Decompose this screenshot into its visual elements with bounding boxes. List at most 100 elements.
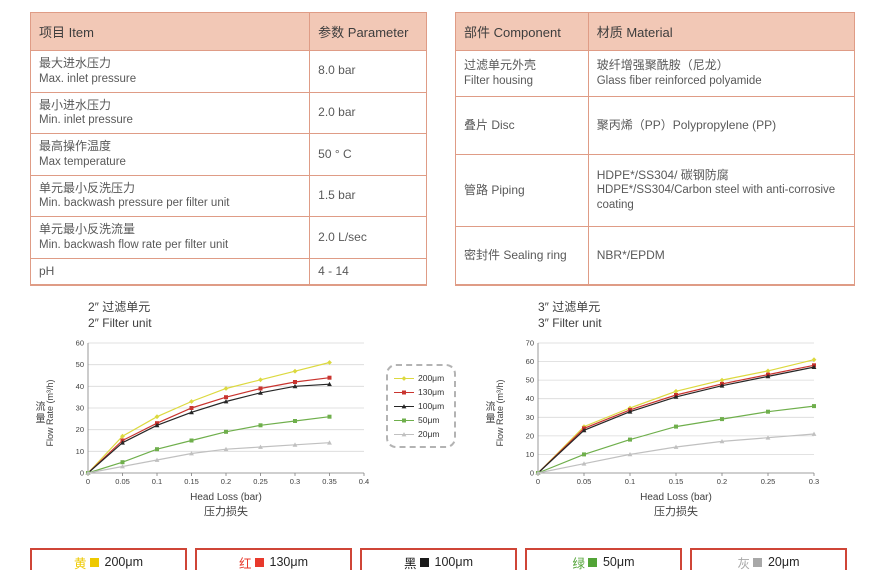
svg-text:50: 50	[526, 376, 534, 385]
svg-text:20: 20	[76, 426, 84, 435]
color-name-cn: 红	[239, 556, 252, 570]
color-swatch-icon	[254, 557, 264, 567]
material-line-2: HDPE*/SS304/Carbon steel with anti-corro…	[596, 184, 836, 212]
item-label-en: Max. inlet pressure	[39, 72, 137, 85]
component-label-cn: 密封件 Sealing ring	[464, 247, 567, 262]
legend-line-1: 黑 100μm	[362, 553, 515, 570]
item-cell: pH	[29, 257, 311, 286]
x-axis-label: Head Loss (bar) 压力损失	[88, 491, 364, 519]
item-label-cn: 单元最小反洗压力	[39, 180, 136, 195]
table-row: 管路 Piping HDPE*/SS304/ 碳钢防腐 HDPE*/SS304/…	[455, 153, 856, 227]
micron-size: 20μm	[767, 555, 800, 570]
item-parameter-table: 项目 Item 参数 Parameter 最大进水压力 Max. inlet p…	[29, 12, 427, 287]
item-label-en: Min. backwash pressure per filter unit	[39, 197, 230, 210]
micron-size: 200μm	[104, 555, 143, 570]
legend-marker-icon	[394, 431, 414, 437]
parameter-cell: 4 - 14	[309, 257, 427, 286]
legend-item: 200μm	[393, 373, 449, 383]
col-header-parameter: 参数 Parameter	[309, 12, 427, 51]
chart-title: 2″ 过滤单元 2″ Filter unit	[88, 300, 374, 331]
component-cell: 过滤单元外壳 Filter housing	[455, 50, 589, 97]
component-label-cn: 叠片 Disc	[464, 117, 515, 132]
item-label-cn: 最小进水压力	[39, 97, 112, 112]
item-cell: 最大进水压力 Max. inlet pressure	[29, 50, 311, 93]
svg-text:40: 40	[526, 395, 534, 404]
color-name-cn: 灰	[737, 556, 750, 570]
svg-text:0.2: 0.2	[717, 477, 727, 486]
color-swatch-icon	[752, 557, 762, 567]
color-swatch-icon	[587, 557, 597, 567]
micron-size: 130μm	[269, 555, 308, 570]
parameter-cell: 50 ° C	[309, 133, 427, 176]
flow-rate-chart-3inch: 0 10 20 30 40 50 60 70 0 0.05 0.1 0.15 0.2 0.25 0.3	[526, 339, 820, 487]
color-swatch-icon	[89, 557, 99, 567]
svg-text:70: 70	[526, 339, 534, 348]
table-header-row: 项目 Item 参数 Parameter	[29, 12, 427, 51]
component-material-table: 部件 Component 材质 Material 过滤单元外壳 Filter h…	[455, 12, 856, 287]
item-label-cn: pH	[39, 263, 55, 278]
legend-label: 20μm	[418, 429, 440, 440]
item-label-cn: 最大进水压力	[39, 56, 112, 70]
svg-text:60: 60	[76, 339, 84, 348]
svg-text:10: 10	[76, 447, 84, 456]
x-axis-label-en: Head Loss (bar)	[640, 492, 712, 504]
y-axis-label: 流量 Flow Rate (m³/h)	[480, 337, 512, 489]
chart-legend: 200μm 130μm 100μm 50μm 20μm	[386, 364, 456, 449]
x-axis-label-cn: 压力损失	[204, 505, 248, 518]
legend-label: 130μm	[418, 387, 445, 398]
material-cell: 聚丙烯（PP）Polypropylene (PP)	[587, 96, 856, 155]
chart-title-en: 3″ Filter unit	[538, 315, 602, 330]
legend-item: 20μm	[393, 429, 449, 439]
svg-text:0.2: 0.2	[221, 477, 231, 486]
component-label-cn: 过滤单元外壳	[464, 58, 537, 73]
item-cell: 单元最小反洗压力 Min. backwash pressure per filt…	[29, 174, 311, 218]
spec-tables-section: 项目 Item 参数 Parameter 最大进水压力 Max. inlet p…	[29, 12, 856, 287]
x-axis-label-cn: 压力损失	[654, 505, 698, 518]
charts-section: 2″ 过滤单元 2″ Filter unit 流量 Flow Rate (m³/…	[30, 300, 875, 520]
col-header-component: 部件 Component	[455, 12, 589, 51]
svg-text:60: 60	[526, 358, 534, 367]
svg-text:0: 0	[86, 477, 90, 486]
parameter-cell: 2.0 bar	[309, 91, 427, 135]
item-cell: 最小进水压力 Min. inlet pressure	[29, 91, 311, 135]
component-cell: 管路 Piping	[455, 153, 589, 227]
col-header-material: 材质 Material	[587, 12, 856, 51]
component-cell: 叠片 Disc	[455, 96, 589, 155]
svg-text:0.15: 0.15	[669, 477, 684, 486]
chart-area: 流量 Flow Rate (m³/h) 0 10 20 30 40 50 60 0 0.05 0.…	[30, 337, 374, 489]
y-axis-label-en: Flow Rate (m³/h)	[45, 379, 55, 447]
item-label-en: Min. backwash flow rate per filter unit	[39, 238, 229, 251]
legend-label: 200μm	[418, 373, 445, 384]
legend-item: 100μm	[393, 401, 449, 411]
legend-marker-icon	[394, 390, 414, 395]
chart-title-cn: 3″ 过滤单元	[538, 300, 601, 315]
svg-text:0.1: 0.1	[625, 477, 635, 486]
micron-mesh-legend-strip: 黄 200μm (75 mesh) 红 130μm (120 mesh) 黑 1…	[30, 547, 847, 570]
legend-cell-20um: 灰 20μm (625 mesh)	[690, 547, 847, 570]
material-line-2: Glass fiber reinforced polyamide	[596, 74, 762, 87]
material-cell: HDPE*/SS304/ 碳钢防腐 HDPE*/SS304/Carbon ste…	[587, 153, 856, 227]
svg-text:0.35: 0.35	[322, 477, 337, 486]
item-cell: 最高操作温度 Max temperature	[29, 133, 311, 176]
legend-marker-icon	[394, 375, 414, 381]
table-row: 最高操作温度 Max temperature 50 ° C	[29, 133, 427, 176]
table-row: 过滤单元外壳 Filter housing 玻纤增强聚酰胺（尼龙） Glass …	[455, 50, 856, 97]
table-row: pH 4 - 14	[29, 257, 427, 286]
svg-text:0.15: 0.15	[184, 477, 199, 486]
item-cell: 单元最小反洗流量 Min. backwash flow rate per fil…	[29, 216, 311, 259]
legend-label: 50μm	[418, 415, 440, 426]
parameter-cell: 8.0 bar	[309, 50, 427, 93]
y-axis-label-en: Flow Rate (m³/h)	[495, 379, 505, 447]
material-line-1: 聚丙烯（PP）Polypropylene (PP)	[596, 117, 777, 132]
svg-text:30: 30	[76, 404, 84, 413]
material-line-1: 玻纤增强聚酰胺（尼龙）	[596, 58, 729, 73]
legend-line-1: 绿 50μm	[527, 553, 680, 570]
legend-cell-50um: 绿 50μm (300 mesh)	[525, 547, 682, 570]
legend-marker-icon	[394, 418, 414, 423]
flow-rate-chart-2inch: 0 10 20 30 40 50 60 0 0.05 0.1 0.15 0.2 0.25 0.3 0.35 0…	[76, 339, 370, 487]
color-name-cn: 绿	[572, 556, 585, 570]
svg-text:0.4: 0.4	[359, 477, 369, 486]
chart-title: 3″ 过滤单元 3″ Filter unit	[538, 300, 824, 331]
legend-marker-icon	[394, 403, 414, 409]
